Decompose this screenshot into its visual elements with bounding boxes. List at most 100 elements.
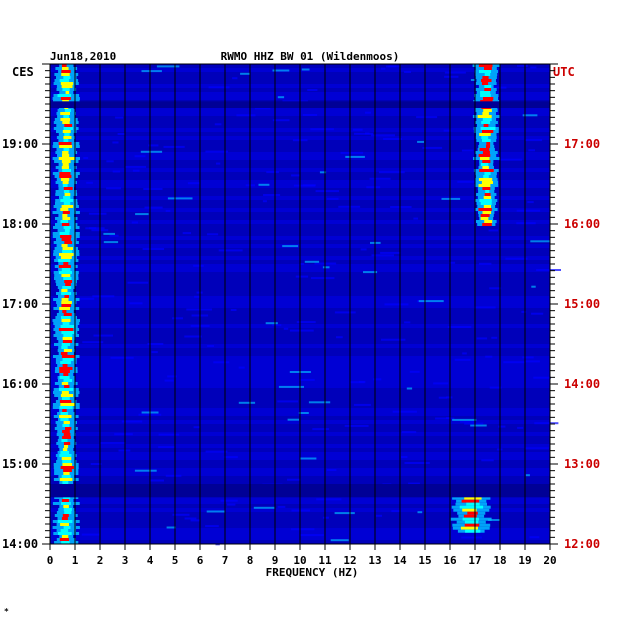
noise-streak [282,245,299,248]
noise-streak [530,240,551,243]
chart-date: Jun18,2010 [50,50,116,63]
feature-core [63,148,70,151]
feature-core [484,193,491,196]
left-axis-ticks: 14:00 15:00 16:00 17:00 18:00 19:00 [2,63,50,551]
left-tick-label: 15:00 [2,457,38,471]
feature-core [62,460,72,463]
noise-streak [283,327,289,330]
feature-core [59,367,73,370]
noise-streak [291,174,301,177]
feature-core [62,463,73,466]
noise-streak [363,271,378,274]
noise-streak [413,217,418,220]
vertical-grid [74,64,526,544]
feature-core [63,202,71,205]
feature-core [62,181,69,184]
feature-core [63,379,73,382]
feature-core [59,253,74,256]
feature-core [61,316,71,319]
feature-core [63,508,72,511]
feature-core [482,130,494,133]
noise-streak [517,426,524,429]
x-tick-label: 20 [543,554,556,567]
feature-core [481,163,489,166]
feature-core [59,376,70,379]
feature-core [64,229,70,232]
feature-core [64,295,69,298]
feature-core [62,286,72,289]
feature-core [62,448,68,451]
feature-core [59,415,72,418]
noise-streak [354,132,373,135]
feature-core [61,304,72,307]
noise-streak [435,417,455,420]
noise-streak [124,165,147,168]
feature-core [60,412,69,415]
noise-streak [371,254,394,257]
feature-core [479,70,491,73]
feature-core [61,301,72,304]
feature-core [61,223,70,226]
right-axis-ticks: 12:00 13:00 14:00 15:00 16:00 17:00 [550,63,600,551]
noise-streak [369,177,391,180]
noise-streak [187,182,201,185]
noise-streak [103,241,119,244]
noise-streak [392,410,417,413]
feature-core [62,337,73,340]
feature-core [63,442,71,445]
noise-streak [334,512,355,515]
feature-core [63,433,71,436]
noise-streak [293,184,316,187]
feature-core [63,196,71,199]
noise-streak [416,116,438,119]
noise-streak [474,306,496,309]
noise-streak [326,197,339,200]
feature-core [61,268,71,271]
noise-streak [287,418,299,421]
feature-core [63,421,70,424]
feature-core [65,427,72,430]
noise-streak [103,232,115,235]
noise-streak [238,366,245,369]
feature-core [484,88,491,91]
noise-streak [158,446,175,449]
feature-core [60,256,72,259]
noise-streak [525,139,543,142]
noise-streak [90,463,102,465]
noise-streak [151,351,158,354]
x-tick-label: 17 [468,554,481,567]
feature-core [480,127,496,130]
feature-core [59,145,73,148]
feature-core [62,481,69,484]
feature-core [60,220,68,223]
feature-core [62,184,68,187]
noise-streak [206,510,225,513]
feature-core [63,115,70,118]
noise-streak [470,424,487,427]
feature-core [479,169,494,172]
noise-streak [488,229,499,232]
noise-streak [338,205,361,208]
left-tick-label: 19:00 [2,137,38,151]
noise-streak [391,510,400,513]
feature-core [60,118,71,121]
noise-streak [220,499,238,502]
feature-core [478,178,493,181]
noise-streak [289,329,314,332]
feature-core [478,184,491,187]
noise-streak [485,355,493,358]
feature-core [61,355,75,358]
x-tick-label: 19 [518,554,531,567]
feature-core [60,325,74,328]
noise-streak [88,212,107,215]
feature-core [483,196,492,199]
feature-core [62,121,70,124]
feature-core [59,307,70,310]
x-tick-label: 1 [72,554,79,567]
feature-core [60,352,68,355]
noise-streak [360,248,367,251]
noise-streak [299,378,315,381]
noise-streak [277,96,285,99]
feature-core [480,202,492,205]
